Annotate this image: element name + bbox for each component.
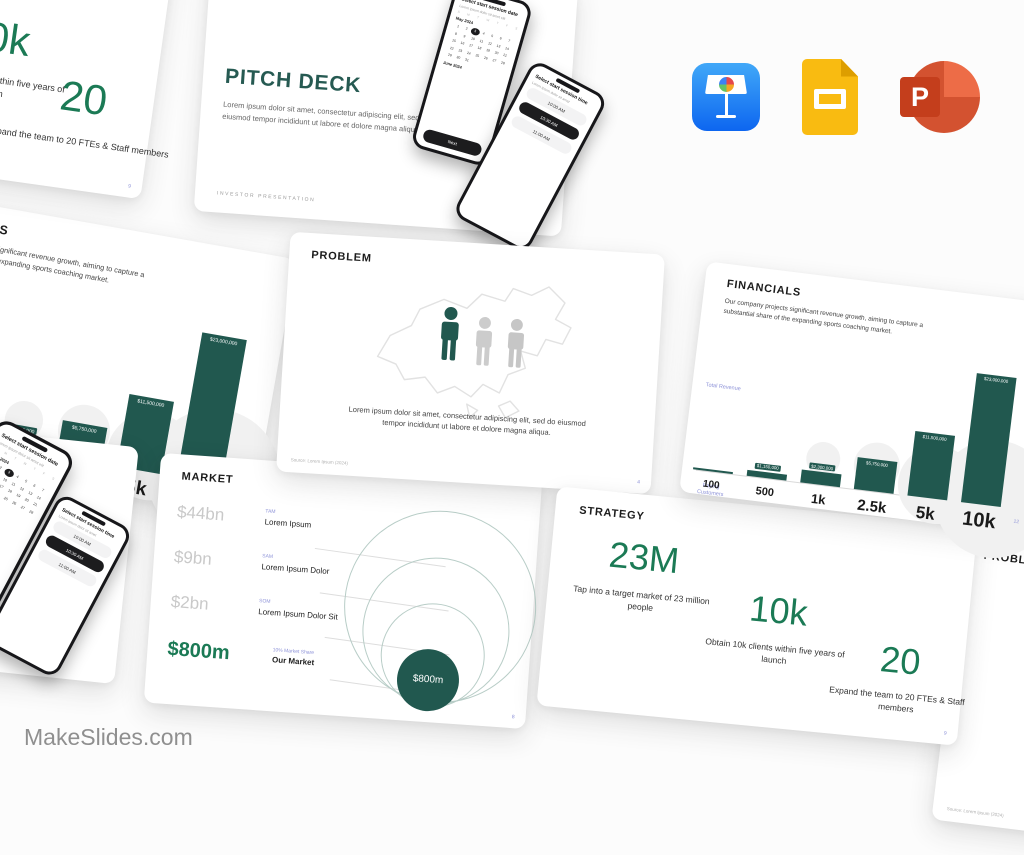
strategy-value-20: 20	[57, 71, 111, 125]
chart-bar: $11,500,000	[907, 431, 956, 501]
google-slides-frame	[814, 89, 846, 109]
weekday-label: F	[505, 23, 509, 28]
bar-value-label: $11,500,000	[134, 396, 168, 410]
weekday-label: T	[496, 20, 500, 26]
chart-category-label: 1k	[810, 490, 827, 508]
revenue-bar-chart: Total Revenue Paying Customers 100$1,150…	[685, 282, 1024, 565]
powerpoint-p-letter: P	[900, 77, 940, 117]
weekday-label: T	[13, 456, 18, 461]
slide-app-screens[interactable]: Select start session date Lorem ipsum do…	[0, 416, 139, 685]
slide-market[interactable]: MARKET $44bn TAM Lorem Ipsum $9bn SAM Lo…	[143, 452, 543, 730]
market-sam-value: $9bn	[173, 547, 213, 569]
strategy-desc-10k: Obtain 10k clients within five years of …	[704, 636, 846, 667]
bar-value-label: $23,000,000	[207, 335, 241, 348]
slide-title: STRATEGY	[578, 504, 646, 523]
cover-body-text: Lorem ipsum dolor sit amet, consectetur …	[222, 99, 431, 134]
source-note: Source: Lorem Ipsum (2024)	[946, 806, 1004, 819]
weekday-label: M	[3, 450, 8, 456]
brand-link[interactable]: MakeSlides.com	[24, 724, 193, 750]
chart-bar	[693, 467, 733, 475]
strategy-value-10k: 10k	[747, 587, 810, 634]
google-slides-icon[interactable]	[802, 59, 858, 135]
weekday-label: M	[466, 12, 471, 17]
slide-title: MARKET	[181, 470, 234, 487]
weekday-label: S	[514, 26, 518, 31]
weekday-label: S	[457, 9, 461, 15]
chart-category-label: 500	[754, 484, 775, 499]
bar-value-label: $5,750,000	[863, 459, 891, 469]
bar-value-label: $23,000,000	[981, 375, 1011, 385]
strategy-desc-20: Expand the team to 20 FTEs & Staff membe…	[828, 684, 966, 715]
page-number: 9	[127, 183, 132, 190]
person-icon-primary	[431, 303, 469, 372]
strategy-desc-23m: Tap into a target market of 23 million p…	[572, 583, 711, 614]
slide-problem[interactable]: PROBLEM Lorem ipsum dolor sit amet, cons…	[276, 231, 665, 495]
keynote-base	[716, 115, 736, 118]
calendar-day[interactable]: 28	[500, 60, 506, 65]
chart-bar: $5,750,000	[853, 456, 898, 494]
bar-value-label: $11,500,000	[920, 433, 949, 443]
slide-title: PROBLEM	[310, 249, 373, 265]
google-slides-fold	[841, 59, 858, 77]
market-som-label: Lorem Ipsum Dolor Sit	[258, 607, 339, 622]
slide-cover[interactable]: PITCH DECK Lorem ipsum dolor sit amet, c…	[193, 0, 609, 254]
bar-value-label: $1,150,000	[754, 462, 782, 472]
strategy-value-10k: 10k	[0, 9, 34, 66]
keynote-pole	[724, 94, 728, 115]
strategy-value-20: 20	[878, 638, 923, 683]
cover-kicker: INVESTOR PRESENTATION	[216, 190, 316, 204]
platform-icons-row: P	[692, 52, 992, 142]
market-som-value: $2bn	[170, 592, 210, 614]
weekday-label: F	[41, 471, 46, 477]
source-note: Source: Lorem Ipsum (2024)	[290, 457, 349, 466]
slide-strategy-partial[interactable]: STRATEGY 23M Tap into a target market of…	[0, 0, 180, 200]
page-number: 4	[637, 479, 641, 486]
chart-bar: $2,300,000	[800, 462, 842, 488]
slide-strategy[interactable]: STRATEGY 23M Tap into a target market of…	[536, 486, 978, 746]
weekday-label: T	[476, 15, 480, 20]
market-sam-label: Lorem Ipsum Dolor	[261, 562, 330, 576]
weekday-label: W	[22, 460, 28, 467]
powerpoint-icon[interactable]: P	[900, 59, 980, 135]
market-our-value: $800m	[166, 637, 231, 665]
calendar-day[interactable]: 31	[464, 57, 470, 63]
weekday-label: W	[485, 17, 490, 23]
keynote-icon[interactable]	[692, 63, 760, 131]
market-tam-label: Lorem Ipsum	[264, 517, 312, 530]
cover-title: PITCH DECK	[224, 64, 362, 98]
region-map-outline	[350, 266, 599, 430]
person-icon-gray	[498, 315, 533, 379]
market-tam-value: $44bn	[176, 502, 225, 525]
chart-bar: $1,150,000	[746, 462, 788, 481]
strategy-value-23m: 23M	[607, 533, 681, 582]
page-number: 8	[511, 714, 515, 721]
keynote-pie-chart	[718, 76, 735, 93]
market-tam-tag: TAM	[265, 508, 276, 516]
weekday-label: T	[32, 466, 37, 472]
next-button[interactable]: Next	[421, 128, 484, 158]
page-number: 12	[1013, 518, 1020, 526]
market-sam-tag: SAM	[262, 553, 274, 561]
market-our-label: Our Market	[271, 655, 315, 668]
page-number: 9	[943, 730, 947, 737]
person-icon-gray	[466, 313, 501, 377]
market-som-tag: SOM	[258, 598, 271, 605]
bar-value-label: $5,750,000	[69, 422, 100, 435]
weekday-label: S	[51, 476, 56, 482]
slide-financials[interactable]: FINANCIALS Our company projects signific…	[679, 261, 1024, 565]
